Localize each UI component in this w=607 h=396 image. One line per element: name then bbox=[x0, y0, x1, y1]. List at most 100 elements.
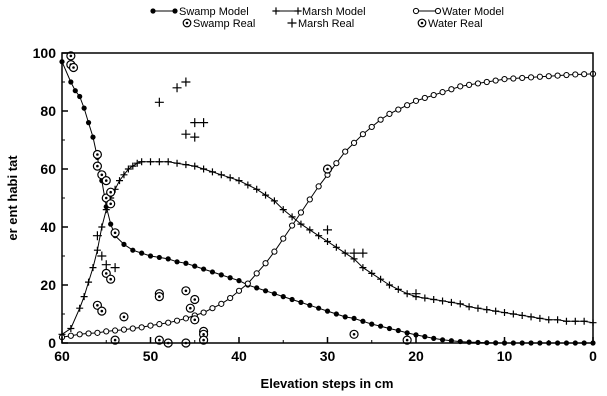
marsh-model-point bbox=[368, 269, 376, 277]
marsh-model-point bbox=[562, 317, 570, 325]
legend-marker bbox=[434, 7, 442, 15]
swamp-model-point bbox=[395, 327, 401, 334]
marsh-real-point bbox=[92, 231, 102, 241]
swamp-model-point bbox=[333, 311, 339, 317]
x-tick-label: 30 bbox=[320, 348, 336, 364]
water-model-point bbox=[227, 294, 234, 302]
water-model-point bbox=[527, 74, 535, 81]
plot-marks bbox=[58, 51, 597, 348]
swamp-model-point bbox=[360, 318, 366, 324]
legend-marker bbox=[272, 7, 280, 15]
marsh-model-point bbox=[394, 285, 402, 293]
water-model-point bbox=[554, 72, 561, 79]
marsh-model-point bbox=[200, 165, 208, 173]
marsh-model-point bbox=[315, 232, 323, 240]
marsh-model-point bbox=[439, 297, 447, 305]
marsh-model-point bbox=[270, 197, 278, 205]
water-model-point bbox=[67, 332, 74, 339]
marsh-model-point bbox=[93, 246, 101, 254]
swamp-model-point bbox=[439, 337, 446, 343]
legend-marker bbox=[182, 18, 192, 28]
marsh-model-point bbox=[208, 168, 216, 176]
water-model-point bbox=[218, 300, 225, 307]
legend-item-swamp-real: Swamp Real bbox=[182, 18, 255, 30]
water-model-point bbox=[297, 209, 305, 216]
marsh-model-point bbox=[474, 304, 482, 312]
swamp-model-point bbox=[289, 296, 295, 303]
marsh-real-point bbox=[199, 118, 209, 128]
marsh-real-point bbox=[101, 260, 111, 270]
y-tick-label: 80 bbox=[40, 103, 56, 119]
water-real-point bbox=[402, 335, 412, 345]
marsh-model-point bbox=[492, 307, 500, 315]
water-model-point bbox=[483, 78, 490, 86]
marsh-model-point bbox=[191, 162, 199, 170]
swamp-model-point bbox=[183, 260, 189, 266]
water-model-point bbox=[421, 94, 428, 102]
water-real-series bbox=[92, 164, 412, 348]
water-model-point bbox=[342, 148, 349, 155]
legend-label: Marsh Real bbox=[298, 18, 354, 30]
water-model-point bbox=[563, 71, 570, 79]
swamp-real-point bbox=[66, 51, 76, 61]
water-real-point bbox=[119, 312, 129, 322]
swamp-model-point bbox=[227, 275, 233, 281]
water-model-point bbox=[94, 329, 101, 336]
swamp-model-point bbox=[236, 278, 242, 284]
swamp-model-point bbox=[422, 334, 428, 340]
swamp-model-point bbox=[351, 315, 357, 321]
swamp-model-point bbox=[139, 250, 145, 256]
marsh-model-point bbox=[377, 275, 385, 283]
water-real-point bbox=[97, 306, 107, 316]
x-tick-label: 40 bbox=[231, 348, 247, 364]
marsh-model-point bbox=[80, 293, 88, 301]
water-model-point bbox=[457, 83, 464, 90]
swamp-real-point bbox=[106, 199, 116, 209]
marsh-model-point bbox=[76, 304, 84, 312]
marsh-model-point bbox=[120, 171, 128, 179]
marsh-model-point bbox=[447, 298, 455, 306]
swamp-model-point bbox=[262, 288, 269, 294]
water-model-point bbox=[377, 116, 384, 123]
water-model-point bbox=[85, 330, 92, 337]
water-model-point bbox=[129, 325, 136, 332]
marsh-real-point bbox=[323, 225, 332, 235]
marsh-model-point bbox=[509, 310, 517, 318]
legend-item-marsh-model: Marsh Model bbox=[272, 6, 366, 18]
legend-marker bbox=[294, 7, 302, 15]
marsh-model-point bbox=[85, 278, 93, 286]
marsh-model-point bbox=[226, 174, 234, 182]
marsh-model-point bbox=[483, 306, 491, 314]
marsh-real-point bbox=[181, 129, 191, 139]
water-model-point bbox=[271, 248, 278, 255]
marsh-real-point bbox=[190, 132, 200, 142]
x-tick-label: 60 bbox=[54, 348, 70, 364]
marsh-model-point bbox=[124, 165, 132, 173]
marsh-model-point bbox=[421, 294, 429, 302]
marsh-model-point bbox=[580, 317, 588, 325]
water-model-point bbox=[103, 328, 110, 335]
water-model-point bbox=[333, 160, 340, 167]
water-model-point bbox=[147, 322, 154, 329]
water-real-point bbox=[106, 274, 116, 284]
water-model-point bbox=[395, 106, 402, 113]
swamp-model-point bbox=[68, 79, 74, 85]
swamp-real-point bbox=[68, 62, 79, 73]
swamp-model-point bbox=[369, 321, 375, 327]
legend-label: Swamp Real bbox=[193, 18, 255, 30]
marsh-model-line bbox=[61, 161, 594, 335]
water-real-point bbox=[190, 294, 200, 305]
marsh-model-point bbox=[341, 249, 349, 257]
marsh-model-point bbox=[324, 238, 331, 245]
legend-label: Water Real bbox=[428, 18, 483, 30]
marsh-model-point bbox=[116, 177, 124, 185]
water-model-point bbox=[262, 260, 269, 267]
swamp-real-point bbox=[101, 176, 111, 186]
water-model-point bbox=[76, 331, 83, 338]
swamp-model-point bbox=[147, 253, 154, 259]
plot-frame bbox=[61, 52, 594, 344]
swamp-model-point bbox=[130, 247, 136, 253]
water-model-point bbox=[466, 81, 473, 89]
legend-marker bbox=[172, 8, 178, 14]
water-model-series bbox=[58, 70, 597, 341]
